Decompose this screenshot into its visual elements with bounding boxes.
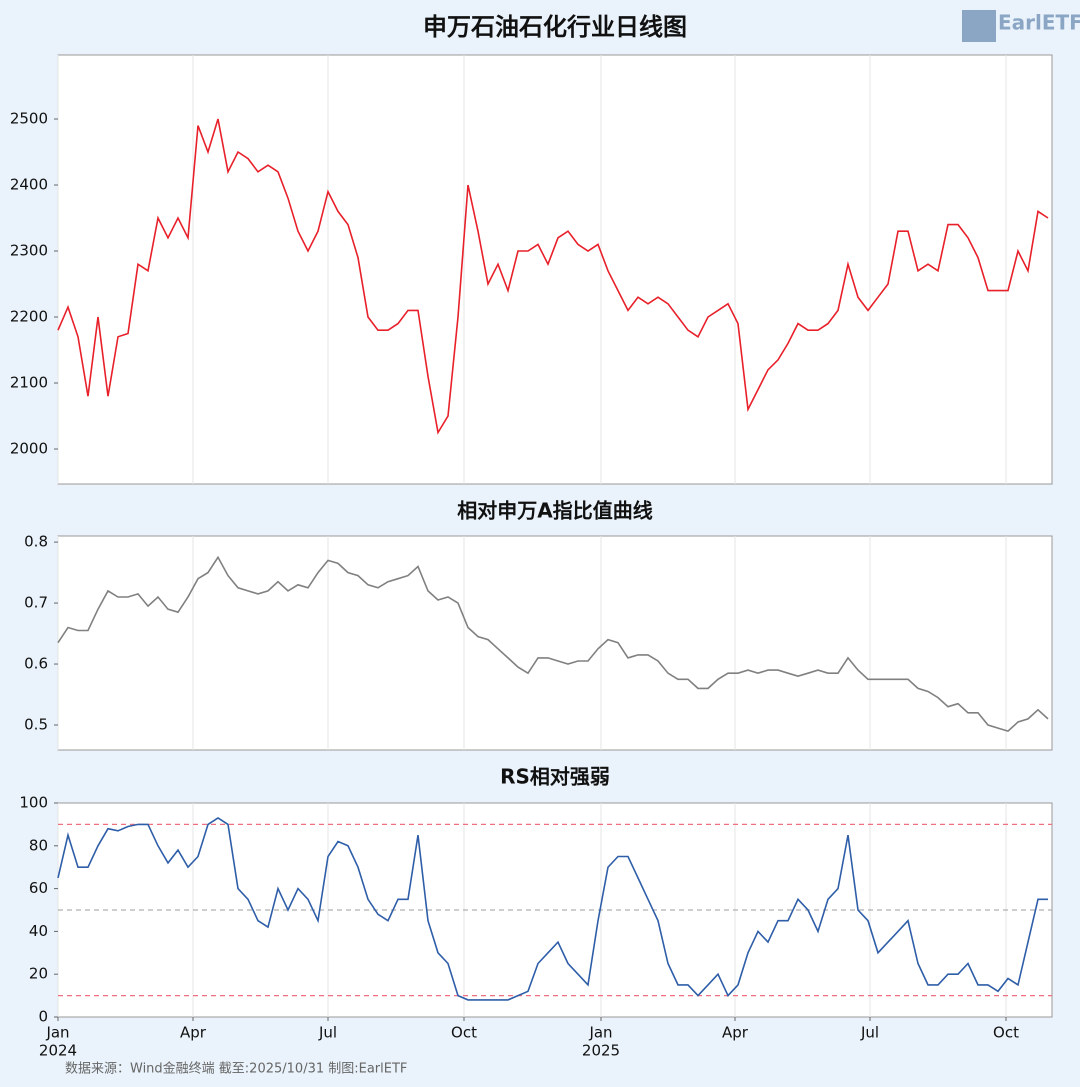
y-tick-label: 0.7 (24, 594, 48, 612)
y-tick-label: 0.5 (24, 716, 48, 734)
x-tick-label: Apr (180, 1024, 207, 1042)
x-tick-label: Jan (588, 1024, 612, 1042)
plot-area (57, 54, 1053, 485)
x-tick-label: Oct (993, 1024, 1019, 1042)
logo-text: EarlETF (998, 11, 1080, 35)
line-series (57, 817, 1048, 1001)
chart-title: 相对申万A指比值曲线 (457, 499, 652, 523)
x-tick-label: Jul (860, 1024, 879, 1042)
logo-icon (962, 10, 996, 42)
y-tick-label: 40 (29, 922, 48, 940)
y-tick-label: 2100 (10, 374, 48, 392)
y-tick-label: 60 (29, 879, 48, 897)
y-tick-label: 2000 (10, 440, 48, 458)
y-tick-label: 0.6 (24, 655, 48, 673)
y-tick-label: 0 (38, 1008, 48, 1026)
y-tick-label: 20 (29, 965, 48, 983)
y-tick-label: 2400 (10, 176, 48, 194)
y-tick-label: 0.8 (24, 533, 48, 551)
y-tick-label: 2300 (10, 242, 48, 260)
chart-title: 申万石油石化行业日线图 (423, 13, 687, 41)
x-year-label: 2024 (39, 1042, 77, 1060)
y-tick-label: 100 (19, 794, 48, 812)
x-tick-label: Apr (722, 1024, 749, 1042)
y-tick-label: 2500 (10, 110, 48, 128)
plot-area (57, 535, 1053, 751)
x-tick-label: Oct (451, 1024, 477, 1042)
y-tick-label: 80 (29, 836, 48, 854)
x-tick-label: Jan (45, 1024, 69, 1042)
x-year-label: 2025 (582, 1042, 620, 1060)
line-series (57, 555, 1049, 732)
y-tick-label: 2200 (10, 308, 48, 326)
chart-title: RS相对强弱 (500, 765, 610, 789)
source-note: 数据来源：Wind金融终端 截至:2025/10/31 制图:EarlETF (65, 1061, 407, 1077)
x-tick-label: Jul (318, 1024, 337, 1042)
line-series (57, 118, 1049, 435)
